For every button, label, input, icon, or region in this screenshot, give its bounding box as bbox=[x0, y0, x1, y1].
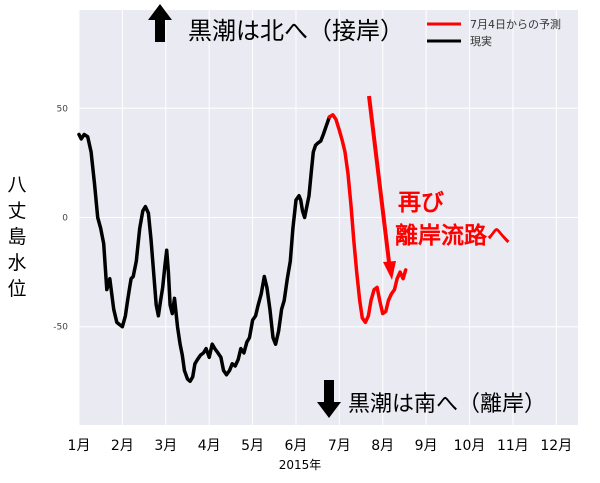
legend-label-actual: 現実 bbox=[470, 34, 492, 48]
y-axis-title-char: 水 bbox=[7, 252, 27, 274]
y-axis-title-char: 位 bbox=[7, 278, 27, 300]
x-tick-label: 12月 bbox=[540, 438, 572, 454]
annotation-red-line2: 離岸流路へ bbox=[395, 222, 510, 249]
x-tick-label: 1月 bbox=[68, 438, 91, 454]
grid-lines bbox=[78, 10, 578, 425]
y-tick-label: -50 bbox=[53, 323, 68, 333]
x-tick-label: 2月 bbox=[111, 438, 134, 454]
y-tick-label: 0 bbox=[62, 214, 68, 224]
top-annotation: 黒潮は北へ（接岸） bbox=[188, 17, 404, 45]
down-arrow-icon bbox=[317, 380, 341, 418]
series-layer bbox=[77, 113, 408, 384]
y-tick-label: 50 bbox=[57, 104, 69, 114]
y-axis-title-char: 丈 bbox=[7, 200, 27, 222]
y-axis-title-char: 八 bbox=[7, 174, 27, 196]
bottom-annotation: 黒潮は南へ（離岸） bbox=[348, 392, 546, 417]
y-axis-title: 八丈島水位 bbox=[4, 172, 30, 302]
x-tick-label: 6月 bbox=[284, 438, 307, 454]
x-tick-label: 5月 bbox=[241, 438, 264, 454]
x-tick-label: 8月 bbox=[371, 438, 394, 454]
x-tick-label: 7月 bbox=[328, 438, 351, 454]
x-tick-label: 10月 bbox=[454, 438, 486, 454]
y-axis-title-char: 島 bbox=[7, 226, 27, 248]
series-line-actual bbox=[77, 115, 332, 384]
x-tick-label: 9月 bbox=[415, 438, 438, 454]
forecast-arrow-head-icon bbox=[383, 261, 396, 280]
x-tick-label: 3月 bbox=[154, 438, 177, 454]
forecast-arrow-shaft bbox=[367, 95, 391, 263]
x-axis-title: 2015年 bbox=[279, 458, 322, 472]
series-line-forecast bbox=[327, 113, 408, 325]
x-tick-label: 4月 bbox=[198, 438, 221, 454]
legend: 7月4日からの予測 現実 bbox=[427, 17, 561, 48]
annotation-red-line1: 再び bbox=[398, 190, 444, 216]
x-tick-label: 11月 bbox=[497, 438, 529, 454]
tick-labels: 1月 2月 3月 4月 5月 6月 7月 8月 9月 10月 11月 12月 50 0 -50 bbox=[53, 104, 572, 454]
up-arrow-icon bbox=[148, 4, 172, 42]
legend-label-forecast: 7月4日からの予測 bbox=[470, 17, 561, 31]
